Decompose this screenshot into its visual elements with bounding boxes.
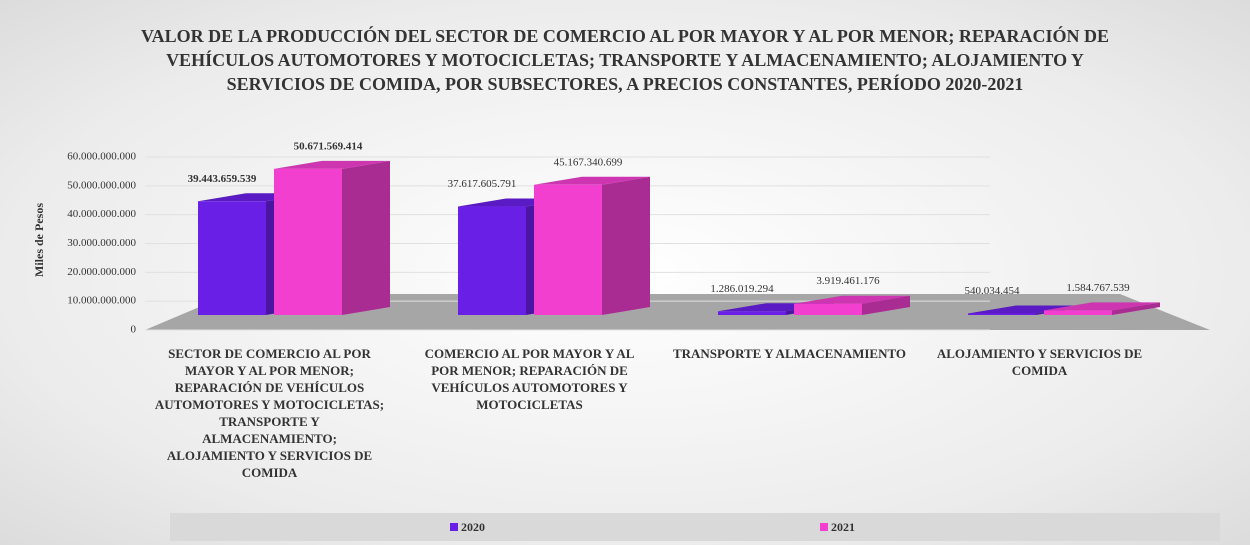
- y-tick-label: 10.000.000.000: [67, 295, 136, 307]
- value-label: 50.671.569.414: [294, 140, 363, 152]
- x-tick-label: SECTOR DE COMERCIO AL POR MAYOR Y AL POR…: [154, 346, 385, 480]
- value-label: 1.584.767.539: [1066, 282, 1130, 294]
- bar-top: [534, 176, 650, 185]
- bar: [968, 313, 1036, 315]
- y-tick-label: 30.000.000.000: [67, 237, 136, 249]
- value-label: 37.617.605.791: [448, 178, 517, 190]
- legend-band: [170, 513, 1220, 541]
- bar: [718, 311, 786, 315]
- value-label: 45.167.340.699: [554, 156, 623, 168]
- value-label: 3.919.461.176: [816, 275, 880, 287]
- y-tick-label: 20.000.000.000: [67, 266, 136, 278]
- bar: [198, 201, 266, 315]
- bar-top: [794, 295, 910, 304]
- bar: [534, 184, 602, 315]
- chart-title: VALOR DE LA PRODUCCIÓN DEL SECTOR DE COM…: [140, 26, 1110, 94]
- bar-side: [1112, 302, 1160, 315]
- y-tick-label: 40.000.000.000: [67, 208, 136, 220]
- bar-side: [862, 295, 910, 315]
- bar: [794, 303, 862, 315]
- value-label: 1.286.019.294: [710, 283, 774, 295]
- y-tick-label: 0: [131, 324, 137, 336]
- bar-top: [1044, 302, 1160, 311]
- value-label: 540.034.454: [965, 285, 1021, 297]
- x-tick-label: ALOJAMIENTO Y SERVICIOS DE COMIDA: [936, 346, 1143, 378]
- legend-label: 2021: [831, 520, 855, 534]
- bar: [274, 168, 342, 315]
- legend-swatch: [820, 523, 828, 531]
- bar-side: [342, 160, 390, 315]
- x-tick-label: COMERCIO AL POR MAYOR Y AL POR MENOR; RE…: [424, 346, 635, 412]
- bar-top: [274, 160, 390, 169]
- y-axis-label: Miles de Pesos: [32, 203, 46, 277]
- x-tick-label: TRANSPORTE Y ALMACENAMIENTO: [672, 346, 907, 361]
- bar: [458, 206, 526, 315]
- legend-swatch: [450, 523, 458, 531]
- y-tick-label: 60.000.000.000: [67, 151, 136, 163]
- floor: [145, 294, 1210, 330]
- y-tick-label: 50.000.000.000: [67, 179, 136, 191]
- legend-label: 2020: [461, 520, 485, 534]
- bar-side: [602, 176, 650, 315]
- bar: [1044, 310, 1112, 315]
- bar-top: [968, 305, 1084, 314]
- value-label: 39.443.659.539: [188, 173, 257, 185]
